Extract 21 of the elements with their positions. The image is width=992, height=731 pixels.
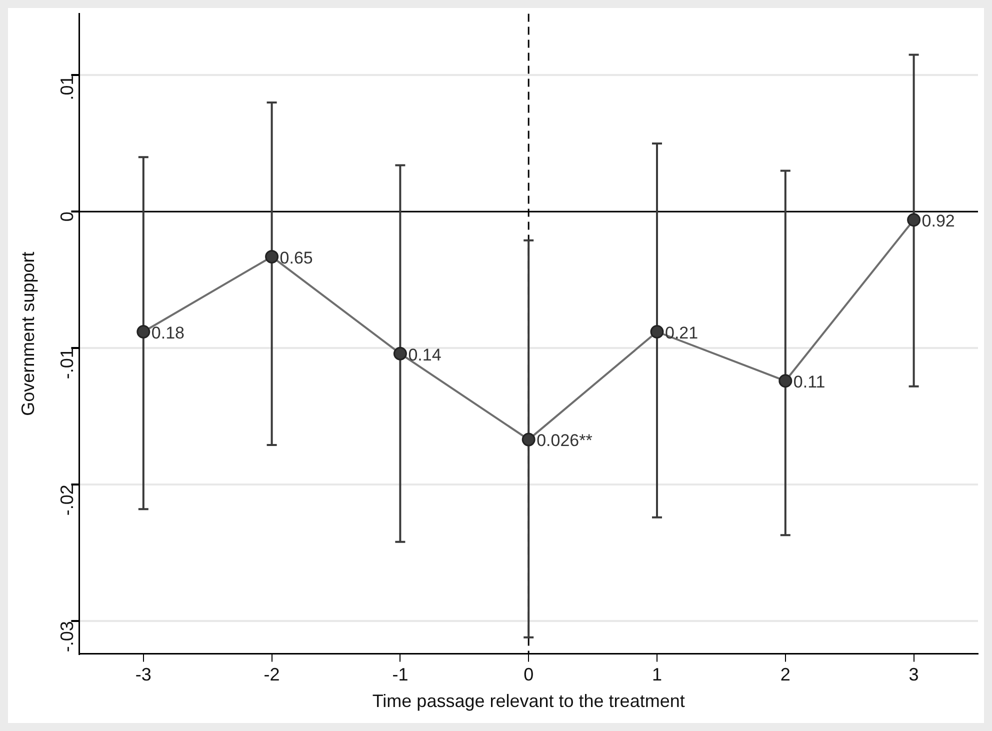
y-tick-label: -.01 bbox=[57, 348, 78, 380]
y-tick-label: -.03 bbox=[57, 621, 78, 652]
x-tick-label: -1 bbox=[392, 664, 408, 685]
y-tick-label: -.02 bbox=[57, 484, 78, 516]
annotation: 0.18 bbox=[151, 323, 184, 342]
x-axis-title: Time passage relevant to the treatment bbox=[372, 691, 685, 712]
annotation: 0.026** bbox=[536, 431, 593, 450]
x-tick-label: -3 bbox=[135, 664, 152, 685]
annotation: 0.14 bbox=[408, 345, 442, 364]
annotation: 0.11 bbox=[793, 372, 826, 392]
y-tick-label: .01 bbox=[57, 75, 78, 100]
x-tick-label: 1 bbox=[652, 664, 662, 685]
annotation: 0.92 bbox=[922, 212, 955, 231]
x-tick-label: -2 bbox=[264, 664, 280, 685]
x-tick-label: 2 bbox=[780, 664, 790, 685]
annotation: 0.65 bbox=[280, 248, 313, 268]
y-tick-label: 0 bbox=[57, 212, 78, 222]
x-tick-label: 3 bbox=[908, 664, 919, 685]
annotation: 0.21 bbox=[665, 323, 698, 342]
y-axis-title: Government support bbox=[18, 252, 38, 416]
x-tick-label: 0 bbox=[524, 664, 534, 685]
